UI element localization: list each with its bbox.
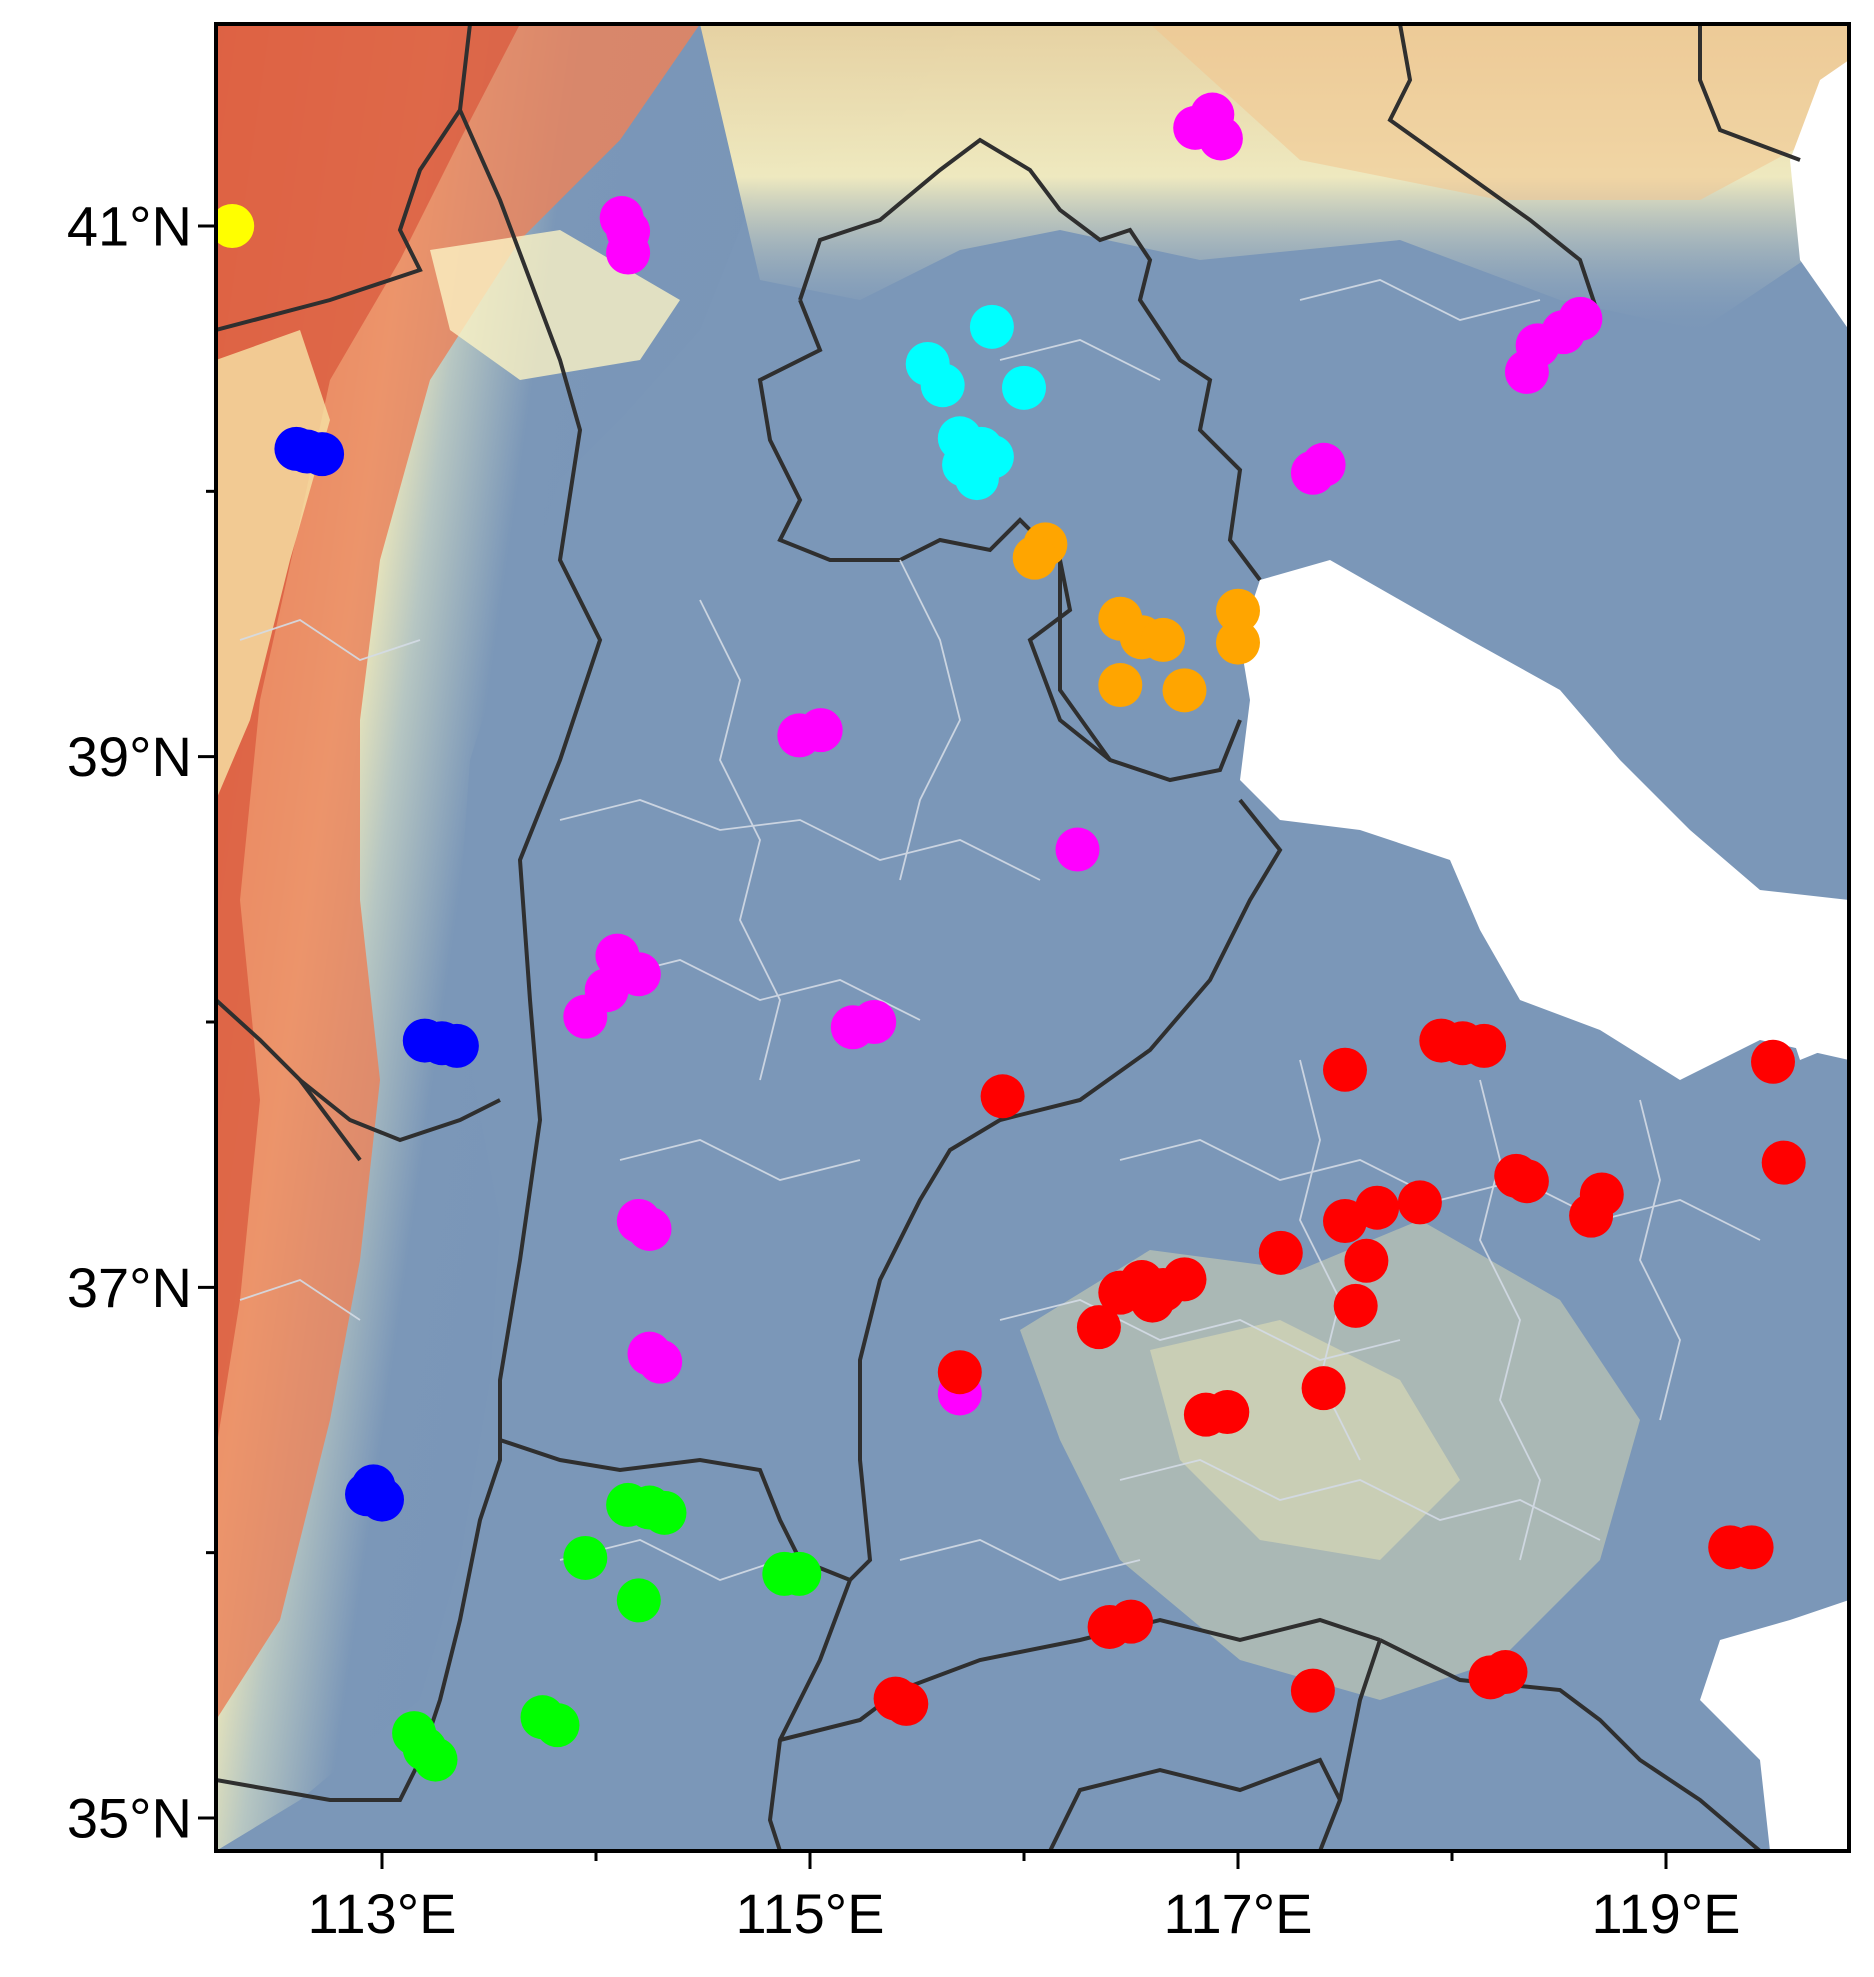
site-point bbox=[535, 1703, 580, 1748]
site-point bbox=[606, 230, 651, 275]
site-point bbox=[1323, 1198, 1367, 1243]
y-tick-label-39: 39°N bbox=[67, 725, 192, 788]
site-point bbox=[1301, 442, 1346, 487]
site-point bbox=[1397, 1180, 1442, 1225]
site-point bbox=[627, 1206, 672, 1251]
site-point bbox=[1012, 535, 1057, 580]
y-tick-label-41: 41°N bbox=[67, 195, 192, 258]
site-point bbox=[954, 456, 999, 501]
x-tick-label-119: 119°E bbox=[1591, 1882, 1740, 1945]
y-tick-label-37: 37°N bbox=[67, 1256, 192, 1319]
site-point bbox=[1729, 1525, 1774, 1570]
site-point bbox=[1205, 1390, 1250, 1435]
site-point bbox=[777, 1551, 822, 1596]
site-point bbox=[1290, 1668, 1335, 1713]
x-tick-label-117: 117°E bbox=[1163, 1882, 1312, 1945]
site-point bbox=[1130, 1278, 1175, 1323]
site-point bbox=[413, 1737, 458, 1782]
site-point bbox=[1002, 365, 1046, 410]
map-frame bbox=[214, 22, 1851, 1853]
site-markers bbox=[216, 92, 1806, 1782]
x-tick-label-115: 115°E bbox=[735, 1882, 884, 1945]
site-point bbox=[1462, 1023, 1507, 1068]
site-point bbox=[1162, 668, 1207, 713]
site-point bbox=[1258, 1230, 1303, 1275]
site-point bbox=[1333, 1283, 1378, 1328]
site-point bbox=[1751, 1039, 1795, 1084]
liaodong-bay bbox=[1790, 60, 1849, 330]
site-point bbox=[1109, 1599, 1153, 1644]
site-point bbox=[216, 204, 255, 248]
site-point bbox=[599, 196, 644, 241]
site-point bbox=[884, 1681, 929, 1726]
site-point bbox=[1141, 617, 1186, 662]
site-point bbox=[1098, 663, 1143, 708]
site-point bbox=[1558, 296, 1603, 341]
site-point bbox=[920, 363, 965, 408]
site-point bbox=[1216, 620, 1260, 665]
site-point bbox=[1504, 349, 1549, 394]
site-point bbox=[798, 708, 843, 753]
bohai-sea bbox=[1240, 560, 1849, 1080]
site-point bbox=[969, 304, 1014, 349]
site-point bbox=[1483, 1650, 1528, 1695]
site-point bbox=[1198, 116, 1243, 161]
site-point bbox=[1761, 1140, 1806, 1185]
site-point bbox=[1323, 1047, 1367, 1092]
sea-east bbox=[1780, 900, 1849, 1060]
site-point bbox=[642, 1490, 687, 1535]
axes: 41°N 39°N 37°N 35°N 113°E 115°E 117°E 11… bbox=[67, 195, 1741, 1946]
site-point bbox=[1076, 1305, 1121, 1350]
x-tick-label-113: 113°E bbox=[307, 1882, 456, 1945]
site-point bbox=[980, 1074, 1025, 1119]
site-point bbox=[1504, 1159, 1549, 1204]
northern-uplands bbox=[1150, 24, 1849, 200]
site-point bbox=[434, 1023, 479, 1068]
site-point bbox=[937, 1350, 982, 1395]
site-point bbox=[1301, 1366, 1346, 1411]
yellow-sea bbox=[1700, 1600, 1849, 1851]
site-point bbox=[638, 1339, 683, 1384]
site-point bbox=[1344, 1238, 1389, 1283]
site-point bbox=[1055, 827, 1100, 872]
site-point bbox=[852, 999, 897, 1044]
site-point bbox=[1569, 1193, 1614, 1238]
y-tick-label-35: 35°N bbox=[67, 1786, 192, 1849]
site-point bbox=[563, 994, 608, 1039]
site-point bbox=[616, 1578, 661, 1623]
site-point bbox=[274, 426, 319, 471]
site-point bbox=[351, 1464, 396, 1509]
site-point bbox=[1216, 588, 1260, 633]
hill-highlight bbox=[1150, 1320, 1460, 1560]
terrain-layer bbox=[216, 24, 1849, 1851]
site-point bbox=[563, 1535, 608, 1580]
central-hills bbox=[1020, 1220, 1640, 1700]
